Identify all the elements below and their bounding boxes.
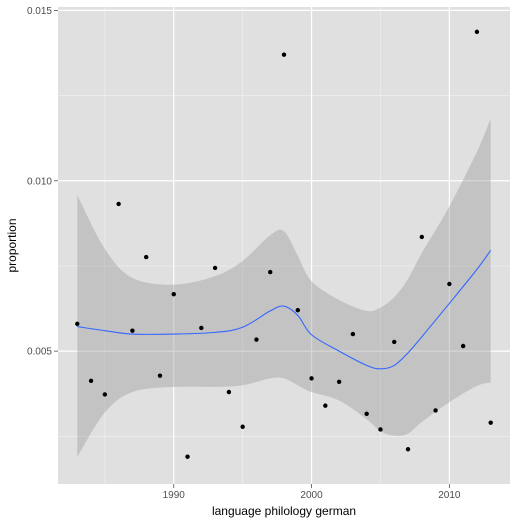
data-point-30 — [488, 420, 493, 425]
x-tick-label-0: 1990 — [163, 490, 186, 501]
data-point-28 — [460, 343, 466, 349]
grid-major — [58, 7, 510, 484]
x-axis-title: language philology german — [212, 504, 356, 518]
data-point-3 — [116, 201, 121, 207]
data-point-17 — [309, 376, 314, 381]
data-point-9 — [199, 325, 204, 331]
data-point-20 — [350, 331, 356, 337]
y-tick-label-2: 0.015 — [27, 6, 52, 17]
grid-minor — [58, 7, 510, 484]
data-point-12 — [240, 424, 245, 429]
data-point-15 — [281, 52, 287, 57]
data-point-23 — [392, 339, 397, 345]
data-point-13 — [254, 337, 259, 342]
confidence-band — [77, 118, 491, 457]
data-point-26 — [433, 408, 438, 413]
data-point-8 — [185, 454, 190, 459]
data-point-19 — [336, 379, 342, 384]
data-point-22 — [378, 427, 383, 432]
data-point-0 — [75, 321, 80, 327]
y-tick-label-0: 0.005 — [27, 347, 52, 358]
data-point-25 — [419, 234, 425, 240]
data-point-6 — [157, 373, 163, 378]
data-point-2 — [102, 392, 108, 397]
data-point-4 — [130, 328, 135, 333]
data-point-16 — [295, 308, 300, 313]
data-point-24 — [405, 447, 411, 452]
data-points — [75, 29, 493, 459]
x-tick-label-2: 2010 — [438, 490, 461, 501]
x-axis-ticks: 1990 2000 2010 — [163, 484, 461, 501]
plot-panel — [58, 7, 510, 484]
data-point-21 — [364, 411, 369, 417]
data-point-14 — [268, 269, 273, 275]
data-point-27 — [447, 281, 452, 287]
smooth-line — [77, 249, 492, 370]
data-point-11 — [226, 389, 232, 395]
y-axis-title: proportion — [5, 218, 19, 272]
y-tick-label-1: 0.010 — [27, 176, 52, 187]
data-point-10 — [212, 265, 218, 271]
y-axis-ticks: 0.005 0.010 0.015 — [27, 6, 58, 358]
data-point-1 — [88, 378, 94, 383]
data-point-18 — [323, 403, 328, 408]
data-point-29 — [474, 29, 480, 35]
data-point-7 — [171, 292, 176, 297]
x-tick-label-1: 2000 — [300, 490, 323, 501]
data-point-5 — [143, 254, 149, 260]
